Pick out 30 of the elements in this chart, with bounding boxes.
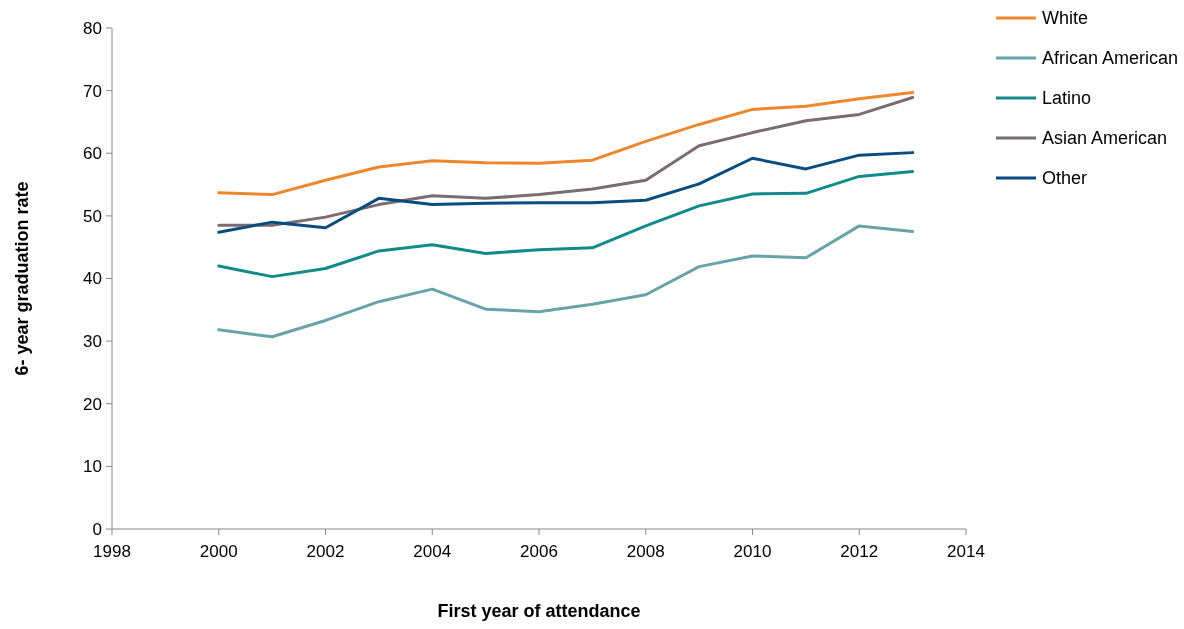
x-axis-title: First year of attendance: [437, 601, 641, 621]
line-series: [217, 224, 915, 339]
y-tick-label: 70: [83, 81, 102, 101]
y-axis-title: 6- year graduation rate: [12, 181, 32, 376]
y-tick-label: 50: [83, 206, 102, 226]
x-tick-label: 1998: [93, 542, 131, 561]
legend-label: White: [1042, 8, 1089, 29]
legend-label: Asian American: [1042, 128, 1168, 149]
y-tick-label: 60: [83, 144, 102, 164]
y-tick-label: 0: [92, 519, 102, 539]
legend-label: African American: [1042, 48, 1179, 69]
x-tick-label: 2010: [733, 542, 772, 561]
x-tick-label: 2012: [840, 542, 879, 561]
line-series: [217, 96, 915, 227]
x-tick-label: 2006: [520, 542, 558, 561]
legend-label: Other: [1042, 168, 1088, 189]
x-tick-label: 2008: [626, 542, 665, 561]
x-tick-label: 2014: [947, 542, 985, 561]
y-tick-label: 80: [83, 18, 102, 38]
y-tick-label: 40: [83, 269, 102, 289]
line-series: [217, 91, 915, 197]
y-tick-label: 20: [83, 394, 102, 414]
x-tick-label: 2002: [306, 542, 345, 561]
line-series: [217, 169, 915, 279]
y-tick-label: 30: [83, 332, 102, 352]
legend-label: Latino: [1042, 88, 1092, 109]
line-series: [217, 151, 915, 234]
y-tick-label: 10: [83, 457, 102, 477]
x-tick-label: 2000: [199, 542, 238, 561]
x-tick-label: 2004: [413, 542, 452, 561]
